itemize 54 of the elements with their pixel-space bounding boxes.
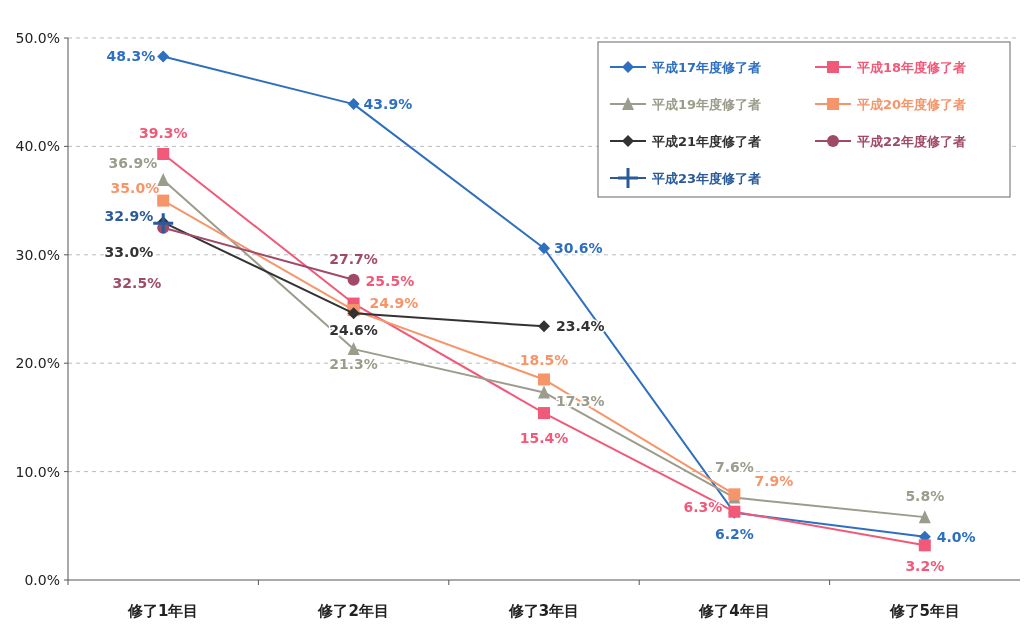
point [538, 385, 550, 399]
data-label: 3.2% [905, 558, 945, 575]
y-tick-label: 20.0% [15, 355, 60, 372]
data-label: 4.0% [936, 528, 976, 545]
data-label: 25.5% [365, 272, 415, 289]
data-label: 6.2% [714, 525, 754, 542]
data-label: 7.9% [754, 473, 794, 490]
point [538, 242, 550, 255]
data-label: 7.6% [714, 458, 754, 475]
data-label: 5.8% [905, 488, 945, 505]
y-tick-label: 0.0% [24, 572, 60, 588]
data-label: 6.3% [683, 498, 723, 515]
point [538, 407, 550, 420]
data-label: 24.9% [369, 295, 419, 312]
point [347, 342, 360, 356]
data-label: 48.3% [106, 48, 156, 65]
point [538, 373, 550, 386]
data-label: 36.9% [108, 155, 158, 171]
data-label: 33.0% [104, 244, 154, 261]
point [538, 320, 550, 333]
x-tick-label: 修了2年目 [317, 602, 389, 620]
y-tick-label: 50.0% [15, 30, 60, 46]
data-label: 39.3% [138, 124, 188, 141]
point [918, 510, 931, 524]
x-tick-label: 修了4年目 [698, 602, 770, 620]
legend-label: 平成17年度修了者 [651, 60, 762, 75]
y-tick-label: 40.0% [15, 138, 60, 155]
data-label: 15.4% [519, 430, 569, 447]
legend-label: 平成20年度修了者 [856, 97, 967, 112]
data-label: 43.9% [363, 96, 413, 113]
y-tick-label: 10.0% [15, 463, 60, 480]
point [347, 98, 360, 111]
data-label: 21.3% [329, 356, 378, 373]
data-label: 18.5% [519, 352, 569, 369]
x-tick-label: 修了5年目 [888, 602, 961, 620]
point [157, 194, 170, 207]
data-label: 24.6% [329, 322, 378, 339]
data-label: 32.5% [112, 274, 162, 291]
x-tick-label: 修了3年目 [507, 602, 580, 620]
point [918, 539, 931, 552]
point [347, 273, 360, 286]
data-label: 27.7% [329, 250, 378, 267]
legend-label: 平成23年度修了者 [651, 171, 762, 186]
point [157, 147, 170, 160]
x-tick-label: 修了1年目 [126, 602, 199, 620]
y-tick-label: 30.0% [15, 246, 60, 263]
legend-label: 平成19年度修了者 [651, 97, 762, 112]
point [157, 173, 170, 186]
data-label: 35.0% [110, 179, 160, 196]
legend-label: 平成21年度修了者 [651, 134, 762, 149]
data-label: 30.6% [554, 240, 603, 257]
legend-label: 平成18年度修了者 [856, 60, 967, 75]
point [157, 50, 170, 63]
legend-label: 平成22年度修了者 [856, 134, 967, 149]
